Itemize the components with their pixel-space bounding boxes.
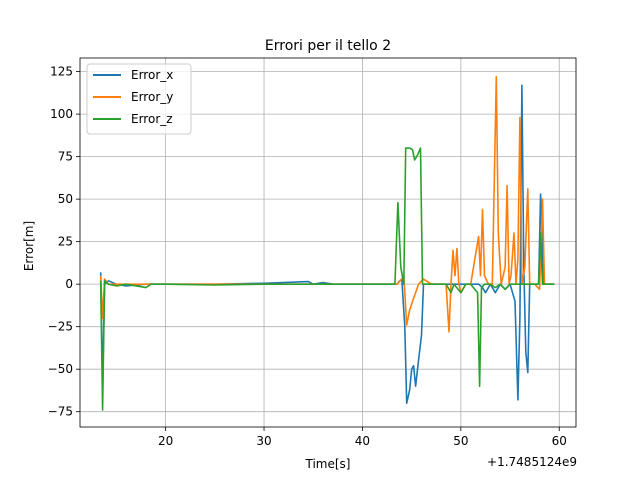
x-axis-title: Time[s] (305, 457, 351, 471)
x-axis-ticks: 20 30 40 50 60 (158, 427, 567, 448)
y-tick-label: −50 (48, 362, 73, 376)
legend-label-error-y: Error_y (131, 90, 173, 104)
y-tick-label: 125 (50, 65, 73, 79)
x-gridlines (165, 58, 560, 427)
x-axis-offset-label: +1.7485124e9 (487, 455, 577, 469)
y-tick-label: 50 (58, 192, 73, 206)
y-axis-ticks: −75 −50 −25 0 25 50 75 100 125 (48, 65, 80, 419)
chart-title: Errori per il tello 2 (265, 38, 391, 54)
legend: Error_x Error_y Error_z (86, 63, 192, 135)
legend-box (86, 63, 192, 135)
x-tick-label: 20 (158, 434, 173, 448)
x-tick-label: 30 (256, 434, 271, 448)
y-tick-label: −25 (48, 320, 73, 334)
y-tick-label: 25 (58, 235, 73, 249)
x-tick-label: 50 (453, 434, 468, 448)
y-tick-label: 75 (58, 150, 73, 164)
y-tick-label: 100 (50, 107, 73, 121)
plot-frame (79, 57, 577, 428)
legend-label-error-x: Error_x (131, 68, 173, 82)
y-axis-title: Error[m] (22, 221, 36, 271)
x-tick-label: 60 (552, 434, 567, 448)
legend-label-error-z: Error_z (131, 112, 173, 126)
series-layer (99, 75, 555, 411)
y-tick-label: −75 (48, 405, 73, 419)
x-tick-label: 40 (355, 434, 370, 448)
y-tick-label: 0 (65, 277, 73, 291)
series-line-error-z (99, 147, 555, 411)
